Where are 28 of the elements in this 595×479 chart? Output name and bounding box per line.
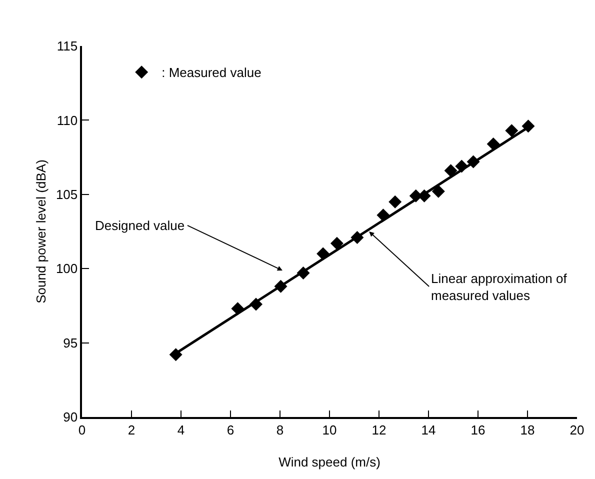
x-tick-label: 16	[470, 422, 486, 438]
x-tick-label: 14	[421, 422, 436, 438]
y-tick-label: 100	[56, 261, 78, 276]
x-tick-label: 8	[276, 422, 284, 438]
x-tick-label: 0	[78, 422, 86, 438]
annotation: Designed value	[95, 218, 185, 233]
x-tick-label: 12	[372, 422, 386, 438]
x-tick-label: 2	[128, 422, 136, 438]
point	[169, 348, 182, 362]
x-tick-label: 10	[322, 422, 337, 438]
x-tick-label: 4	[177, 422, 185, 438]
annotation: Linear approximation of measured values	[431, 271, 568, 303]
y-tick-label: 115	[56, 38, 78, 54]
x-tick-label: 6	[226, 422, 234, 438]
x-tick-label: 20	[570, 422, 584, 438]
point	[388, 195, 402, 208]
x-axis-title: Wind speed (m/s)	[278, 454, 380, 470]
y-tick-label: 90	[63, 410, 78, 425]
y-tick-label: 95	[63, 335, 78, 350]
y-tick-label: 110	[56, 112, 78, 128]
point	[432, 184, 445, 198]
y-tick-label: 105	[56, 186, 78, 202]
point	[505, 124, 518, 138]
legend-label: : Measured value	[162, 65, 262, 80]
y-axis-title: Sound power level (dBA)	[34, 160, 48, 304]
x-tick-label: 18	[520, 422, 535, 438]
point	[444, 164, 458, 178]
point	[330, 236, 344, 250]
